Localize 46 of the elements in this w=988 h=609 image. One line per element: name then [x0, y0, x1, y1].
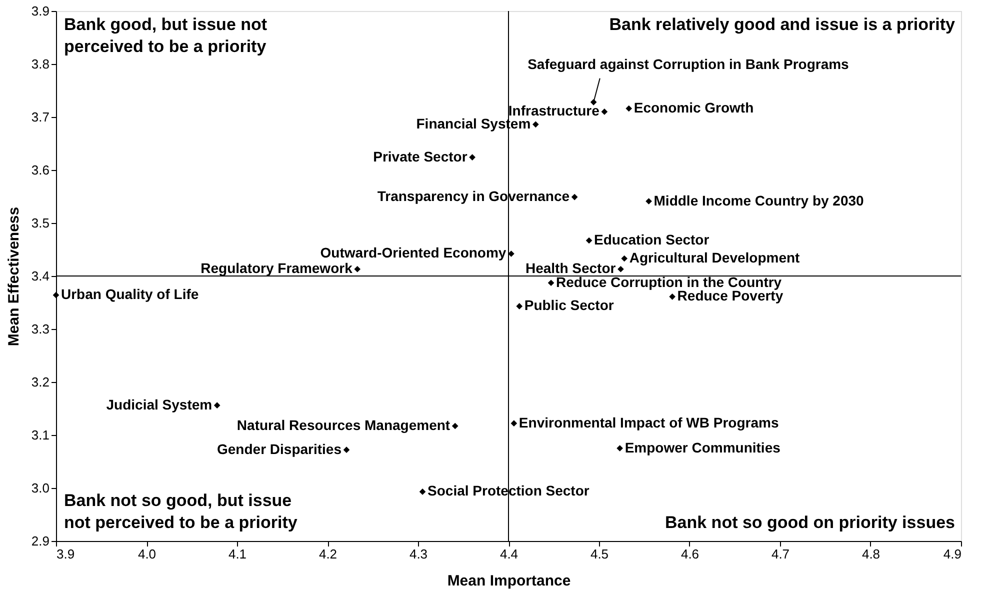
annotation: Safeguard against Corruption in Bank Programs	[528, 56, 850, 72]
annotation: Gender Disparities	[217, 440, 342, 457]
annotation: Environmental Impact of WB Programs	[518, 414, 779, 430]
y-tick-label: 3.9	[31, 4, 50, 18]
annotation: Natural Resources Management	[236, 416, 450, 433]
annotation: Agricultural Development	[629, 250, 800, 266]
y-tick-label: 3.2	[31, 374, 50, 390]
annotation: Reduce Corruption in the Country	[556, 274, 782, 290]
y-tick-label: 2.9	[31, 534, 50, 548]
y-tick-label: 3.1	[31, 428, 50, 442]
y-tick-label: 3.0	[31, 480, 50, 496]
y-tick-label: 3.6	[31, 162, 50, 178]
x-tick-label: 3.9	[56, 546, 75, 562]
annotation: Infrastructure	[508, 102, 600, 119]
x-tick-label: 4.1	[228, 546, 247, 562]
annotation: Bank good, but issue not perceived to be a priority	[64, 15, 268, 56]
x-tick-label: 4.6	[680, 546, 700, 562]
annotation: Health Sector	[525, 260, 616, 276]
annotation: Regulatory Framework	[200, 260, 353, 276]
annotation: Middle Income Country by 2030	[654, 192, 864, 208]
x-tick-label: 4.2	[318, 546, 338, 562]
y-tick-label: 3.8	[31, 56, 50, 72]
annotation: Private Sector	[373, 148, 468, 164]
x-tick-label: 4.3	[409, 546, 428, 562]
x-tick-label: 4.5	[590, 546, 609, 562]
annotation: Bank not so good on priority issues	[665, 513, 955, 532]
annotation: Judicial System	[106, 396, 212, 412]
x-tick-label: 4.8	[862, 546, 880, 562]
y-tick-label: 3.3	[31, 322, 50, 336]
annotation: Urban Quality of Life	[61, 286, 199, 302]
x-tick-label: 4.4	[500, 546, 518, 562]
annotation: Bank not so good, but issue not perceived to be a priority	[64, 491, 298, 532]
y-tick-label: 3.5	[31, 216, 50, 230]
x-tick-label: 4.9	[943, 546, 962, 562]
annotation: Outward-Oriented Economy	[320, 244, 506, 261]
x-tick-label: 4.0	[138, 546, 156, 562]
y-tick-label: 3.7	[31, 110, 50, 124]
annotation: Education Sector	[594, 231, 710, 248]
y-axis-title: Mean Effectiveness	[5, 206, 22, 346]
annotation: Empower Communities	[624, 439, 781, 456]
y-tick-label: 3.4	[31, 268, 50, 284]
annotation: Economic Growth	[634, 100, 754, 116]
x-tick-label: 4.7	[771, 546, 790, 562]
annotation: Public Sector	[524, 297, 614, 314]
x-axis-title: Mean Importance	[447, 572, 571, 590]
annotation: Bank relatively good and issue is a priority	[609, 15, 956, 34]
